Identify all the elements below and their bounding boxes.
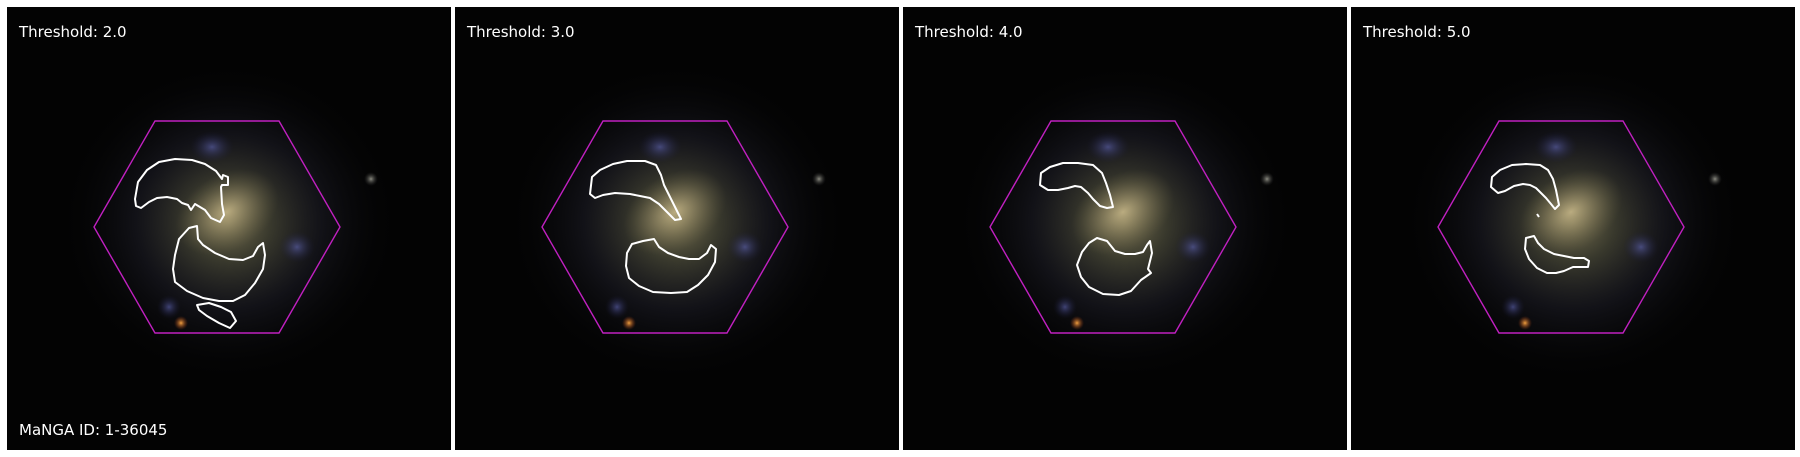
galaxy-image-2 [455, 7, 899, 450]
ifu-hexagon [541, 120, 789, 334]
blue-knot [279, 231, 315, 263]
blue-knot [638, 131, 682, 163]
galaxy-image-3 [903, 7, 1347, 450]
background-source [1708, 172, 1722, 186]
foreground-star [622, 316, 636, 330]
foreground-star [1518, 316, 1532, 330]
galaxy-core [175, 169, 279, 255]
foreground-star [174, 316, 188, 330]
galaxy-image-4 [1351, 7, 1795, 450]
contour-arm-lower [1524, 235, 1590, 274]
image-panel-2: Threshold: 3.0 [455, 7, 899, 450]
threshold-label: Threshold: 3.0 [467, 23, 575, 41]
background-source [364, 172, 378, 186]
contour-arm-lower [1076, 237, 1153, 296]
background-source [812, 172, 826, 186]
ifu-hexagon [989, 120, 1237, 334]
image-panel-1: Threshold: 2.0 MaNGA ID: 1-36045 [7, 7, 451, 450]
contour-set-t4 [1039, 162, 1153, 296]
contour-arm-lower [625, 238, 717, 294]
contour-arm-upper [134, 158, 229, 223]
background-source [1260, 172, 1274, 186]
blue-knot [1501, 295, 1525, 319]
galaxy-core [1519, 169, 1623, 255]
galaxy-core [1071, 169, 1175, 255]
image-panel-3: Threshold: 4.0 [903, 7, 1347, 450]
foreground-star [1070, 316, 1084, 330]
contour-arm-upper [589, 160, 682, 221]
blue-knot [1623, 231, 1659, 263]
threshold-label: Threshold: 2.0 [19, 23, 127, 41]
blue-knot [190, 131, 234, 163]
contour-arm-lower [172, 225, 266, 302]
ifu-hexagon [1437, 120, 1685, 334]
galaxy-id-label: MaNGA ID: 1-36045 [19, 421, 168, 439]
blue-knot [157, 295, 181, 319]
blue-knot [1175, 231, 1211, 263]
galaxy-image-1 [7, 7, 451, 450]
blue-knot [1086, 131, 1130, 163]
contour-set-t2 [134, 158, 266, 329]
blue-knot [1534, 131, 1578, 163]
contour-arm-upper [1039, 162, 1114, 209]
contour-speck [1536, 213, 1540, 218]
blue-knot [727, 231, 763, 263]
threshold-label: Threshold: 5.0 [1363, 23, 1471, 41]
ifu-hexagon [93, 120, 341, 334]
threshold-label: Threshold: 4.0 [915, 23, 1023, 41]
image-panel-4: Threshold: 5.0 [1351, 7, 1795, 450]
galaxy-core [623, 169, 727, 255]
blue-knot [605, 295, 629, 319]
contour-arm-upper [1490, 163, 1560, 210]
contour-set-t5 [1490, 163, 1590, 274]
contour-knot [196, 302, 237, 329]
contour-set-t3 [589, 160, 717, 294]
blue-knot [1053, 295, 1077, 319]
